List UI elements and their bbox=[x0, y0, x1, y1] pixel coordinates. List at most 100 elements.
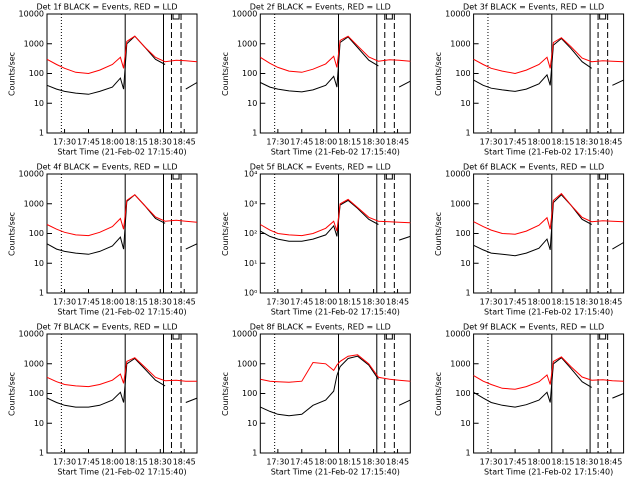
y-tick-label: 10000 bbox=[445, 10, 470, 19]
y-axis-label: Counts/sec bbox=[434, 52, 443, 96]
x-tick-label: 18:30 bbox=[575, 138, 598, 147]
x-tick-label: 18:30 bbox=[362, 458, 385, 467]
series-line bbox=[260, 199, 411, 242]
y-tick-label: 1000 bbox=[450, 39, 470, 48]
x-tick-label: 18:45 bbox=[173, 138, 196, 147]
x-tick-label: 18:00 bbox=[314, 458, 337, 467]
panel: Det 8f BLACK = Events, RED = LLD Start Ti… bbox=[221, 323, 411, 477]
y-tick-label: 10 bbox=[34, 99, 44, 108]
chart-title: Det 7f BLACK = Events, RED = LLD bbox=[36, 323, 177, 332]
y-tick-label: 100 bbox=[29, 229, 44, 238]
x-tick-label: 18:45 bbox=[386, 458, 409, 467]
y-tick-label: 1000 bbox=[24, 39, 44, 48]
series-line bbox=[260, 355, 411, 417]
x-axis-label: Start Time (21-Feb-02 17:15:40) bbox=[57, 468, 186, 477]
x-tick-label: 18:00 bbox=[101, 138, 124, 147]
y-tick-label: 10⁰ bbox=[244, 289, 257, 298]
x-tick-label: 18:00 bbox=[314, 298, 337, 307]
x-tick-label: 18:00 bbox=[101, 458, 124, 467]
y-tick-label: 100 bbox=[455, 389, 470, 398]
y-tick-label: 100 bbox=[455, 69, 470, 78]
plot-frame bbox=[46, 13, 198, 134]
x-tick-label: 18:30 bbox=[149, 458, 172, 467]
plot-frame bbox=[473, 13, 625, 134]
x-tick-label: 17:45 bbox=[290, 298, 313, 307]
y-axis-label: Counts/sec bbox=[8, 372, 17, 416]
y-tick-label: 1 bbox=[252, 129, 257, 138]
series-line bbox=[473, 37, 624, 92]
series-line bbox=[46, 35, 198, 95]
marker-box bbox=[385, 13, 393, 20]
y-tick-label: 10 bbox=[34, 259, 44, 268]
x-tick-label: 18:15 bbox=[338, 138, 361, 147]
x-tick-label: 18:45 bbox=[173, 298, 196, 307]
x-axis-label: Start Time (21-Feb-02 17:15:40) bbox=[271, 468, 400, 477]
series-line bbox=[473, 192, 624, 235]
y-axis-label: Counts/sec bbox=[8, 52, 17, 96]
marker-box bbox=[172, 173, 180, 180]
plot-frame bbox=[473, 333, 625, 454]
y-tick-label: 10² bbox=[244, 229, 257, 238]
x-tick-label: 17:30 bbox=[53, 458, 76, 467]
plot-frame bbox=[259, 333, 411, 454]
panel: Det 9f BLACK = Events, RED = LLD Start Ti… bbox=[434, 323, 625, 477]
x-tick-label: 17:30 bbox=[266, 138, 289, 147]
y-tick-label: 10 bbox=[34, 419, 44, 428]
panel: Det 2f BLACK = Events, RED = LLD Start Ti… bbox=[221, 3, 411, 157]
x-tick-label: 17:45 bbox=[504, 138, 527, 147]
x-tick-label: 17:30 bbox=[480, 458, 503, 467]
panel: Det 6f BLACK = Events, RED = LLD Start Ti… bbox=[434, 163, 625, 317]
marker-box bbox=[385, 333, 393, 340]
y-tick-label: 1000 bbox=[237, 359, 257, 368]
x-tick-label: 18:45 bbox=[386, 298, 409, 307]
y-tick-label: 10000 bbox=[445, 330, 470, 339]
x-tick-label: 17:30 bbox=[266, 458, 289, 467]
panel: Det 1f BLACK = Events, RED = LLD Start Ti… bbox=[8, 3, 198, 157]
y-tick-label: 10000 bbox=[232, 10, 257, 19]
y-tick-label: 1000 bbox=[24, 359, 44, 368]
y-tick-label: 10⁴ bbox=[244, 170, 257, 179]
y-axis-label: Counts/sec bbox=[221, 372, 230, 416]
y-tick-label: 10 bbox=[460, 419, 470, 428]
panel: Det 5f BLACK = Events, RED = LLD Start Ti… bbox=[221, 163, 411, 317]
x-axis-label: Start Time (21-Feb-02 17:15:40) bbox=[484, 468, 613, 477]
plot-frame bbox=[473, 173, 625, 294]
x-tick-label: 18:30 bbox=[149, 138, 172, 147]
x-tick-label: 17:45 bbox=[290, 138, 313, 147]
y-tick-label: 100 bbox=[242, 389, 257, 398]
x-tick-label: 18:30 bbox=[575, 298, 598, 307]
y-axis-label: Counts/sec bbox=[221, 212, 230, 256]
y-tick-label: 10³ bbox=[244, 199, 257, 208]
y-tick-label: 1000 bbox=[237, 39, 257, 48]
plot-frame bbox=[259, 173, 411, 294]
x-tick-label: 18:45 bbox=[173, 458, 196, 467]
x-tick-label: 18:15 bbox=[125, 298, 148, 307]
x-tick-label: 18:00 bbox=[527, 138, 550, 147]
x-tick-label: 18:15 bbox=[338, 298, 361, 307]
x-tick-label: 17:45 bbox=[290, 458, 313, 467]
y-tick-label: 1 bbox=[39, 129, 44, 138]
x-tick-label: 18:15 bbox=[125, 138, 148, 147]
series-line bbox=[260, 36, 411, 93]
x-tick-label: 18:30 bbox=[362, 298, 385, 307]
y-axis-label: Counts/sec bbox=[8, 212, 17, 256]
y-tick-label: 1000 bbox=[450, 199, 470, 208]
y-tick-label: 1 bbox=[39, 449, 44, 458]
chart-title: Det 1f BLACK = Events, RED = LLD bbox=[36, 3, 177, 12]
x-tick-label: 18:00 bbox=[101, 298, 124, 307]
marker-box bbox=[172, 333, 180, 340]
chart-title: Det 2f BLACK = Events, RED = LLD bbox=[250, 3, 391, 12]
x-tick-label: 17:30 bbox=[480, 138, 503, 147]
series-line bbox=[46, 35, 198, 75]
panel: Det 7f BLACK = Events, RED = LLD Start Ti… bbox=[8, 323, 198, 477]
plot-frame bbox=[46, 333, 198, 454]
y-tick-label: 10 bbox=[247, 99, 257, 108]
y-tick-label: 10 bbox=[460, 99, 470, 108]
x-axis-label: Start Time (21-Feb-02 17:15:40) bbox=[57, 148, 186, 157]
series-line bbox=[473, 37, 624, 75]
x-tick-label: 18:30 bbox=[362, 138, 385, 147]
x-tick-label: 18:15 bbox=[551, 298, 574, 307]
marker-box bbox=[599, 333, 607, 340]
x-tick-label: 18:45 bbox=[599, 298, 622, 307]
